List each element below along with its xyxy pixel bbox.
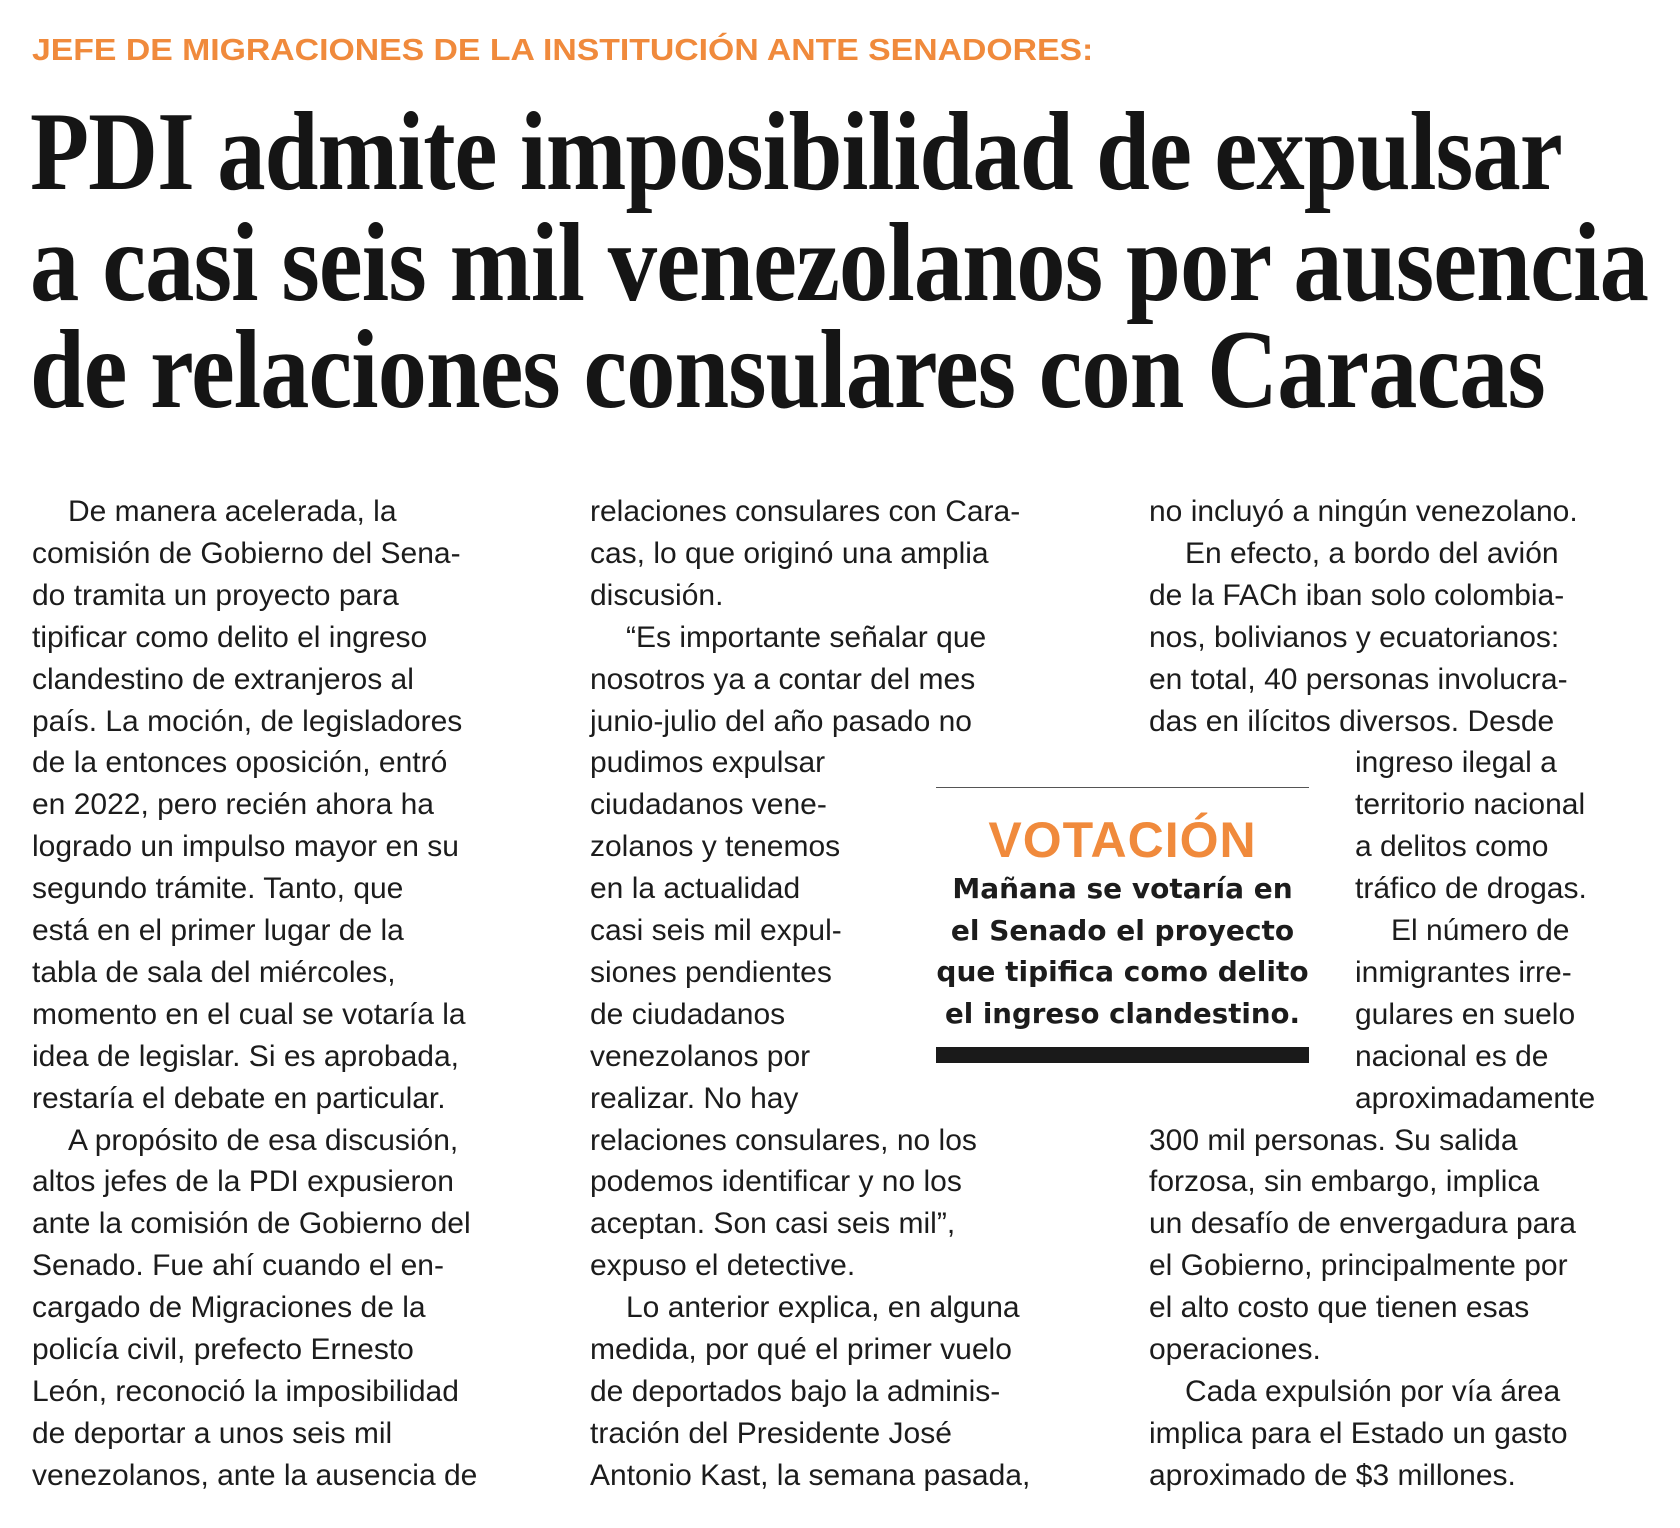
article-line: comisión de Gobierno del Sena- bbox=[32, 536, 461, 570]
article-line: idea de legislar. Si es aprobada, bbox=[32, 1039, 459, 1073]
article-line: cas, lo que originó una amplia bbox=[590, 536, 989, 570]
article-line: De manera acelerada, la bbox=[68, 495, 397, 528]
article-line: un desafío de envergadura para bbox=[1149, 1207, 1576, 1241]
article-line: gulares en suelo bbox=[1355, 997, 1576, 1031]
article-line: discusión. bbox=[590, 578, 724, 612]
article-line: aproximado de $3 millones. bbox=[1149, 1458, 1516, 1492]
article-line: en 2022, pero recién ahora ha bbox=[32, 788, 434, 822]
article-line: tipificar como delito el ingreso bbox=[32, 620, 428, 654]
article-line: país. La moción, de legisladores bbox=[32, 704, 463, 738]
sidebar-text-line: el Senado el proyecto bbox=[950, 913, 1295, 947]
article-line: de la entonces oposición, entró bbox=[32, 746, 448, 780]
sidebar-text-line: Mañana se votaría en bbox=[952, 872, 1293, 905]
article-line: nacional es de bbox=[1355, 1039, 1549, 1073]
article-line: inmigrantes irre- bbox=[1355, 955, 1572, 989]
article-line: Cada expulsión por vía área bbox=[1185, 1374, 1561, 1408]
article-line: León, reconoció la imposibilidad bbox=[32, 1374, 459, 1408]
article-line: pudimos expulsar bbox=[590, 746, 826, 780]
article-line: relaciones consulares, no los bbox=[590, 1123, 977, 1157]
article-line: logrado un impulso mayor en su bbox=[32, 830, 459, 864]
article-line: venezolanos por bbox=[590, 1039, 811, 1073]
article-line: casi seis mil expul- bbox=[590, 914, 842, 947]
kicker: JEFE DE MIGRACIONES DE LA INSTITUCIÓN AN… bbox=[32, 32, 1094, 67]
article-line: de la FACh iban solo colombia- bbox=[1149, 578, 1565, 612]
article-line: En efecto, a bordo del avión bbox=[1185, 536, 1559, 570]
article-line: a delitos como bbox=[1355, 830, 1549, 864]
sidebar-title: VOTACIÓN bbox=[988, 812, 1257, 868]
article-line: venezolanos, ante la ausencia de bbox=[32, 1458, 478, 1492]
article-line: operaciones. bbox=[1149, 1333, 1321, 1366]
sidebar-text-line: que tipifica como delito bbox=[936, 955, 1309, 988]
article-line: de deportados bajo la adminis- bbox=[590, 1374, 1001, 1408]
article-line: implica para el Estado un gasto bbox=[1149, 1416, 1568, 1450]
article-line: realizar. No hay bbox=[590, 1081, 799, 1115]
headline-line-2: a casi seis mil venezolanos por ausencia bbox=[30, 201, 1649, 325]
article-line: expuso el detective. bbox=[590, 1249, 856, 1283]
article-line: relaciones consulares con Cara- bbox=[590, 495, 1021, 528]
article-line: 300 mil personas. Su salida bbox=[1149, 1123, 1518, 1157]
article-line: ingreso ilegal a bbox=[1355, 746, 1557, 780]
article-line: do tramita un proyecto para bbox=[32, 578, 399, 612]
article-line: A propósito de esa discusión, bbox=[68, 1123, 459, 1157]
article-line: de deportar a unos seis mil bbox=[32, 1416, 393, 1450]
article-line: tráfico de drogas. bbox=[1355, 872, 1587, 906]
article-line: está en el primer lugar de la bbox=[32, 914, 404, 947]
article-line: tración del Presidente José bbox=[590, 1416, 952, 1450]
article-line: “Es importante señalar que bbox=[626, 620, 987, 654]
article-line: territorio nacional bbox=[1355, 788, 1586, 822]
article-line: el Gobierno, principalmente por bbox=[1149, 1249, 1568, 1283]
article-line: momento en el cual se votaría la bbox=[32, 997, 466, 1031]
article-line: restaría el debate en particular. bbox=[32, 1081, 446, 1115]
article-line: ante la comisión de Gobierno del bbox=[32, 1207, 471, 1241]
article-line: cargado de Migraciones de la bbox=[32, 1291, 426, 1325]
article-line: clandestino de extranjeros al bbox=[32, 662, 414, 696]
article-line: altos jefes de la PDI expusieron bbox=[32, 1165, 454, 1199]
article-line: El número de bbox=[1391, 914, 1570, 947]
sidebar-text-line: el ingreso clandestino. bbox=[945, 996, 1300, 1030]
article-line: nos, bolivianos y ecuatorianos: bbox=[1149, 620, 1560, 654]
article-line: segundo trámite. Tanto, que bbox=[32, 872, 404, 906]
article-line: medida, por qué el primer vuelo bbox=[590, 1333, 1012, 1366]
article-line: podemos identificar y no los bbox=[590, 1165, 962, 1199]
article-line: Antonio Kast, la semana pasada, bbox=[590, 1458, 1031, 1492]
article-line: siones pendientes bbox=[590, 955, 832, 989]
article-line: ciudadanos vene- bbox=[590, 788, 827, 822]
article-line: das en ilícitos diversos. Desde bbox=[1149, 704, 1555, 738]
article-line: Lo anterior explica, en alguna bbox=[626, 1291, 1020, 1325]
headline-line-3: de relaciones consulares con Caracas bbox=[30, 308, 1546, 432]
article-line: tabla de sala del miércoles, bbox=[32, 955, 396, 989]
article-line: policía civil, prefecto Ernesto bbox=[32, 1333, 414, 1366]
article-line: el alto costo que tienen esas bbox=[1149, 1291, 1530, 1325]
sidebar-text: Mañana se votaría en el Senado el proyec… bbox=[930, 868, 1315, 1034]
article-line: en la actualidad bbox=[590, 872, 801, 906]
sidebar-top-rule bbox=[936, 787, 1309, 788]
article-line: nosotros ya a contar del mes bbox=[590, 662, 976, 696]
sidebar-bottom-bar bbox=[936, 1047, 1309, 1063]
article-line: aproximadamente bbox=[1355, 1081, 1596, 1115]
article-line: de ciudadanos bbox=[590, 997, 786, 1031]
article-line: junio-julio del año pasado no bbox=[590, 704, 972, 738]
article-line: zolanos y tenemos bbox=[590, 830, 841, 864]
article-line: aceptan. Son casi seis mil”, bbox=[590, 1207, 956, 1241]
article-line: no incluyó a ningún venezolano. bbox=[1149, 495, 1578, 528]
article-line: forzosa, sin embargo, implica bbox=[1149, 1165, 1540, 1199]
article-line: en total, 40 personas involucra- bbox=[1149, 662, 1568, 696]
article-line: Senado. Fue ahí cuando el en- bbox=[32, 1249, 444, 1283]
headline-line-1: PDI admite imposibilidad de expulsar bbox=[30, 90, 1563, 214]
